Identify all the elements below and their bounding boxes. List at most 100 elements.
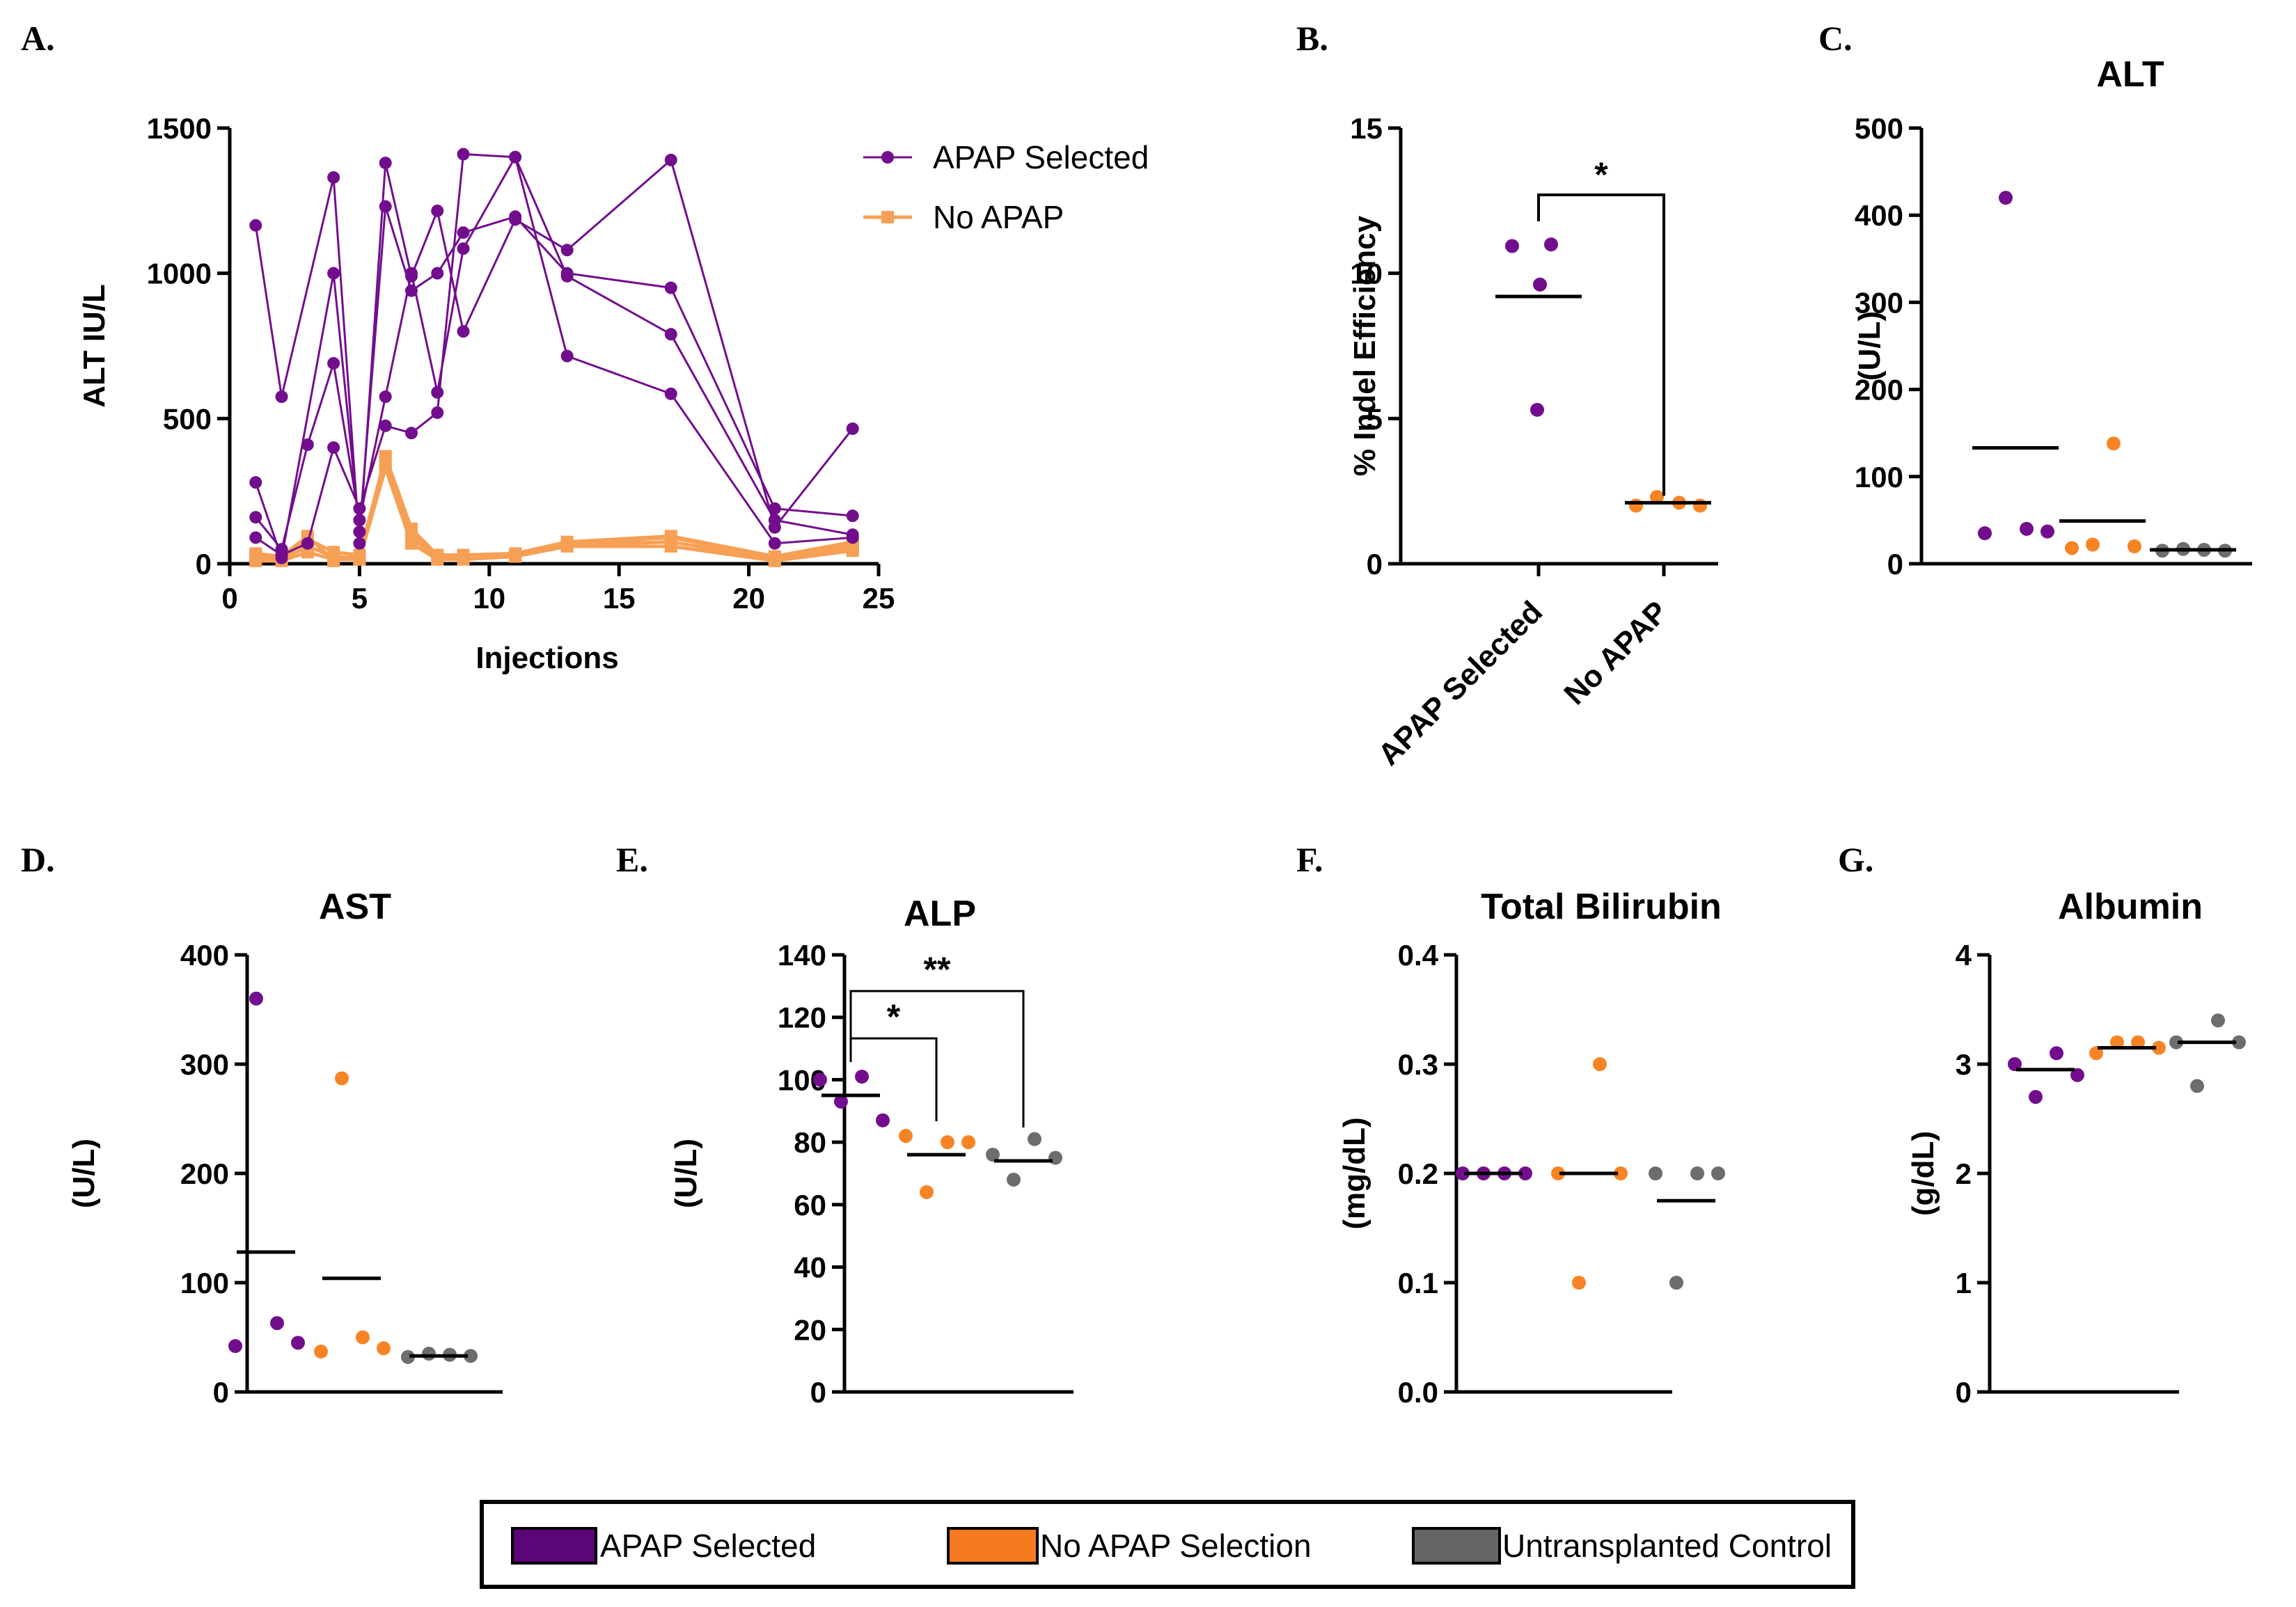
panel-title-E: ALP	[904, 894, 976, 934]
data-point-apap	[876, 1113, 890, 1127]
legend-marker-A	[881, 151, 894, 164]
panel-title-G: Albumin	[2058, 887, 2203, 927]
y-tick-label-E: 80	[794, 1126, 826, 1159]
data-point-apap	[1505, 239, 1519, 253]
data-point-noapap	[353, 550, 366, 563]
panel-label-B: B.	[1296, 19, 1328, 58]
data-point-noapap	[1629, 498, 1643, 513]
data-point-apap	[2008, 1057, 2022, 1071]
y-tick-label-D: 200	[180, 1157, 229, 1190]
data-point-noapap	[356, 1330, 370, 1345]
data-point-noapap	[1593, 1057, 1607, 1071]
data-point-apap	[249, 219, 262, 232]
panel-label-D: D.	[21, 840, 55, 879]
data-point-apap	[509, 150, 522, 164]
data-point-control	[2232, 1035, 2246, 1050]
data-point-apap	[813, 1072, 827, 1087]
y-tick-label-A: 0	[196, 548, 212, 580]
data-point-noapap	[404, 537, 418, 550]
x-tick-label-A: 20	[732, 582, 765, 615]
x-tick-label-A: 5	[352, 582, 368, 615]
data-point-apap	[664, 387, 677, 400]
data-point-apap	[2020, 521, 2034, 536]
y-tick-label-C: 0	[1887, 548, 1903, 580]
y-tick-label-G: 4	[1956, 939, 1972, 972]
significance-bracket-E	[849, 990, 1025, 1128]
data-point-noapap	[431, 548, 444, 562]
data-point-apap	[327, 171, 340, 184]
data-point-apap	[457, 242, 470, 255]
data-point-noapap	[249, 547, 262, 560]
series-line-noapap	[255, 454, 854, 563]
data-point-noapap	[2128, 539, 2141, 553]
data-point-apap	[249, 511, 262, 524]
data-point-apap	[768, 502, 781, 515]
data-point-apap	[1530, 402, 1544, 417]
y-tick-label-G: 3	[1956, 1048, 1972, 1081]
x-tick-label-B: APAP Selected	[1371, 594, 1549, 772]
data-point-noapap	[2110, 1035, 2124, 1050]
data-point-apap	[270, 1316, 284, 1331]
y-tick-label-D: 400	[180, 939, 229, 972]
data-point-apap	[327, 357, 340, 370]
data-point-apap	[275, 548, 288, 562]
data-point-apap	[560, 244, 574, 257]
data-point-control	[1690, 1166, 1704, 1180]
y-tick-label-G: 1	[1956, 1267, 1972, 1299]
data-point-apap	[768, 514, 781, 527]
data-point-apap	[353, 537, 366, 550]
legend-marker-A	[881, 211, 894, 223]
data-point-noapap	[301, 546, 314, 559]
x-tick-label-A: 25	[863, 582, 895, 615]
y-tick-label-C: 200	[1855, 374, 1903, 406]
data-point-apap	[1533, 277, 1547, 292]
data-point-apap	[1978, 526, 1992, 541]
x-tick-label-A: 10	[473, 582, 505, 615]
x-tick-label-A: 15	[603, 582, 636, 615]
data-point-control	[464, 1349, 478, 1363]
data-point-apap	[404, 267, 418, 280]
y-tick-label-E: 120	[778, 1002, 826, 1034]
data-point-apap	[846, 509, 859, 523]
data-point-apap	[560, 269, 574, 283]
y-tick-label-C: 300	[1855, 286, 1903, 319]
x-axis-label-A: Injections	[475, 641, 618, 675]
y-tick-label-D: 0	[213, 1376, 229, 1409]
y-axis-label-F: (mg/dL)	[1337, 1117, 1371, 1229]
data-point-apap	[327, 441, 340, 454]
x-tick-label-B: No APAP	[1557, 594, 1674, 711]
y-tick-label-B: 10	[1350, 258, 1383, 290]
x-tick-label-A: 0	[221, 582, 237, 615]
data-point-noapap	[509, 547, 522, 560]
y-tick-label-G: 0	[1956, 1376, 1972, 1409]
data-point-noapap	[961, 1135, 975, 1150]
data-point-apap	[457, 148, 470, 161]
y-tick-label-F: 0.1	[1398, 1267, 1438, 1299]
significance-label-E: **	[924, 950, 951, 989]
data-point-apap	[275, 390, 288, 404]
y-tick-label-E: 60	[794, 1189, 826, 1221]
y-tick-label-C: 500	[1855, 112, 1903, 145]
legend-border	[480, 1500, 1855, 1589]
data-point-noapap	[404, 522, 418, 535]
y-tick-label-C: 100	[1855, 461, 1903, 493]
data-point-apap	[664, 328, 677, 341]
significance-label-E: *	[887, 997, 901, 1036]
y-tick-label-D: 300	[180, 1048, 229, 1081]
data-point-control	[401, 1349, 415, 1364]
data-point-apap	[846, 422, 859, 435]
data-point-apap	[249, 531, 262, 544]
data-point-noapap	[1650, 490, 1664, 505]
y-tick-label-B: 5	[1367, 402, 1383, 435]
data-point-noapap	[664, 530, 677, 543]
legend-label-apap: APAP Selected	[600, 1528, 816, 1564]
data-point-apap	[431, 204, 444, 217]
data-point-apap	[2041, 524, 2054, 539]
data-point-apap	[457, 325, 470, 338]
y-tick-label-B: 0	[1367, 548, 1383, 580]
y-axis-label-C: (U/L)	[1853, 311, 1887, 381]
data-point-apap	[1456, 1166, 1470, 1180]
data-point-noapap	[1614, 1166, 1628, 1180]
y-tick-label-F: 0.4	[1398, 939, 1439, 972]
data-point-control	[1007, 1172, 1021, 1187]
